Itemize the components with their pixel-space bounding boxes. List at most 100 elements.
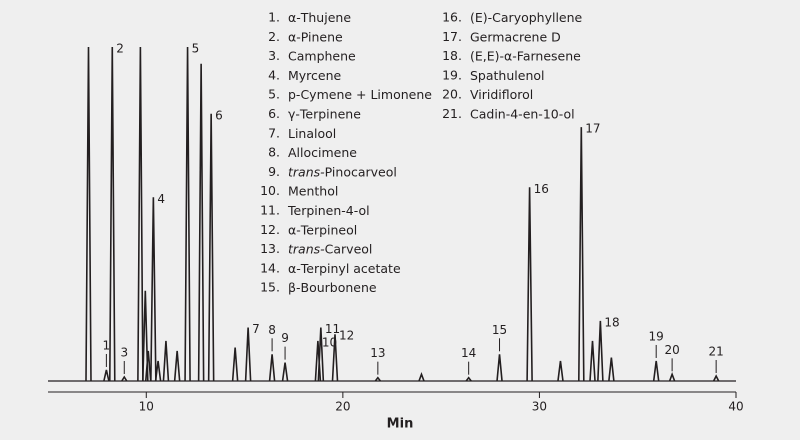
legend-prefix: trans- [288, 241, 325, 256]
x-tick-label: 40 [728, 400, 743, 414]
legend-number: 3. [268, 48, 280, 63]
legend-text: (E)-Caryophyllene [470, 10, 583, 25]
peak [184, 47, 191, 382]
peak [652, 360, 660, 382]
peak [150, 197, 157, 382]
legend-number: 19. [442, 67, 462, 82]
legend-number: 4. [268, 67, 280, 82]
peak [103, 369, 110, 382]
legend-text: β-Bourbonene [288, 280, 377, 295]
legend-entry: Linalool [288, 125, 336, 140]
peak [668, 372, 676, 382]
legend-entry: p-Cymene + Limonene [288, 87, 432, 102]
legend-entry: α-Terpineol [288, 222, 357, 237]
legend-entry: Menthol [288, 183, 338, 198]
peak [197, 63, 205, 382]
peak [317, 327, 325, 382]
legend-number: 6. [268, 106, 280, 121]
legend-number: 14. [260, 260, 280, 275]
x-tick-label: 20 [335, 400, 350, 414]
legend-text: Allocimene [288, 145, 357, 160]
peak [496, 354, 503, 382]
legend-text: Germacrene D [470, 29, 561, 44]
legend-number: 5. [268, 87, 280, 102]
peak [173, 350, 181, 382]
peak [144, 350, 152, 382]
x-axis-label: Min [387, 417, 414, 432]
peak [418, 372, 425, 382]
peak [231, 347, 239, 382]
peak-label: 20 [664, 343, 679, 357]
peak [108, 47, 116, 382]
legend-text: Viridiflorol [470, 87, 533, 102]
legend-text: α-Pinene [288, 29, 343, 44]
peak-label: 9 [281, 331, 289, 345]
legend-text: Carveol [325, 241, 373, 256]
peak [374, 376, 381, 382]
peak-label: 21 [709, 344, 724, 358]
legend-text: Spathulenol [470, 67, 544, 82]
legend-entry: Germacrene D [470, 29, 561, 44]
legend-text: (E,E)-α-Farnesene [470, 48, 581, 63]
legend-text: α-Thujene [288, 10, 351, 25]
legend-entry: Viridiflorol [470, 87, 533, 102]
plot-area [48, 47, 736, 382]
peak [207, 113, 215, 382]
legend-text: Menthol [288, 183, 338, 198]
x-tick-label: 10 [139, 400, 154, 414]
legend-text: Linalool [288, 125, 336, 140]
legend-text: γ-Terpinene [288, 106, 361, 121]
peak [154, 360, 162, 382]
peak [121, 375, 128, 382]
peak [162, 340, 170, 382]
peak [281, 362, 289, 382]
peak [331, 334, 339, 382]
legend-entry: α-Pinene [288, 29, 343, 44]
peak [244, 327, 252, 382]
peak [608, 357, 615, 382]
legend-entry: Spathulenol [470, 67, 544, 82]
peak-label: 1 [103, 338, 111, 352]
legend-number: 21. [442, 106, 462, 121]
legend-text: Pinocarveol [325, 164, 397, 179]
legend-number: 2. [268, 29, 280, 44]
legend-number: 12. [260, 222, 280, 237]
peak [526, 187, 533, 382]
legend-entry: Terpinen-4-ol [287, 203, 370, 218]
peak [712, 374, 720, 382]
legend-text: p-Cymene + Limonene [288, 87, 432, 102]
legend-entry: Allocimene [288, 145, 357, 160]
legend-entry: Cadin-4-en-10-ol [470, 106, 575, 121]
legend-text: Terpinen-4-ol [287, 203, 370, 218]
legend-number: 13. [260, 241, 280, 256]
legend-number: 18. [442, 48, 462, 63]
legend-entry: γ-Terpinene [288, 106, 361, 121]
peak-label: 4 [157, 192, 165, 206]
peak-label: 18 [604, 315, 619, 329]
legend-number: 7. [268, 125, 280, 140]
peak-label: 19 [649, 329, 664, 343]
peak-label: 6 [215, 108, 223, 122]
peak [577, 127, 585, 382]
peak-label: 13 [370, 346, 385, 360]
peak-label: 17 [585, 122, 600, 136]
legend-entry: Camphene [288, 48, 356, 63]
legend-entry: β-Bourbonene [288, 280, 377, 295]
peak [268, 354, 276, 382]
legend-number: 15. [260, 280, 280, 295]
legend-number: 9. [268, 164, 280, 179]
legend-entry: α-Thujene [288, 10, 351, 25]
legend-entry: trans-Pinocarveol [288, 164, 397, 179]
legend-prefix: trans- [288, 164, 325, 179]
legend-text: Camphene [288, 48, 356, 63]
peak-label: 11 [325, 322, 340, 336]
legend-text: Myrcene [288, 67, 342, 82]
x-tick-label: 30 [532, 400, 547, 414]
peak-label: 16 [534, 182, 549, 196]
legend-entry: (E)-Caryophyllene [470, 10, 583, 25]
peak [557, 360, 564, 382]
peak-label: 10 [322, 335, 337, 349]
legend-number: 8. [268, 145, 280, 160]
legend-number: 17. [442, 29, 462, 44]
